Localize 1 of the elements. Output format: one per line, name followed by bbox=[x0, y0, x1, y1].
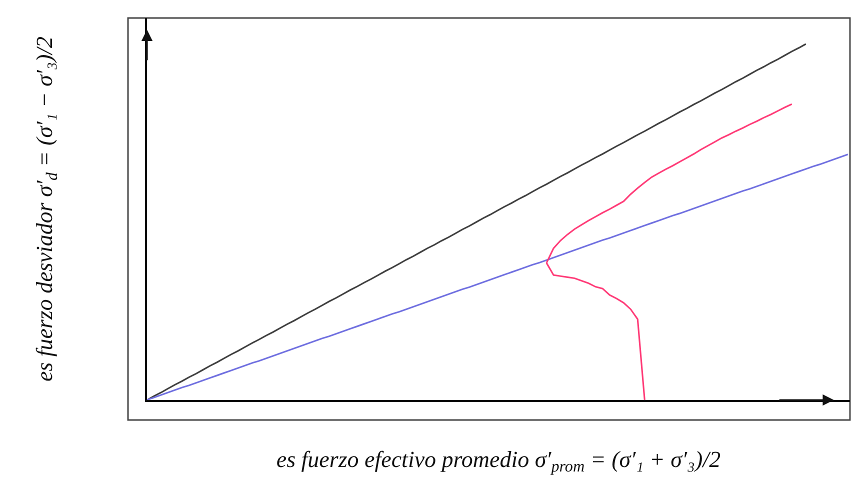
x-axis-title: es fuerzo efectivo promedio σ′$_{prom}$ = (σ′₁ + σ′₃)/2 bbox=[276, 446, 721, 476]
